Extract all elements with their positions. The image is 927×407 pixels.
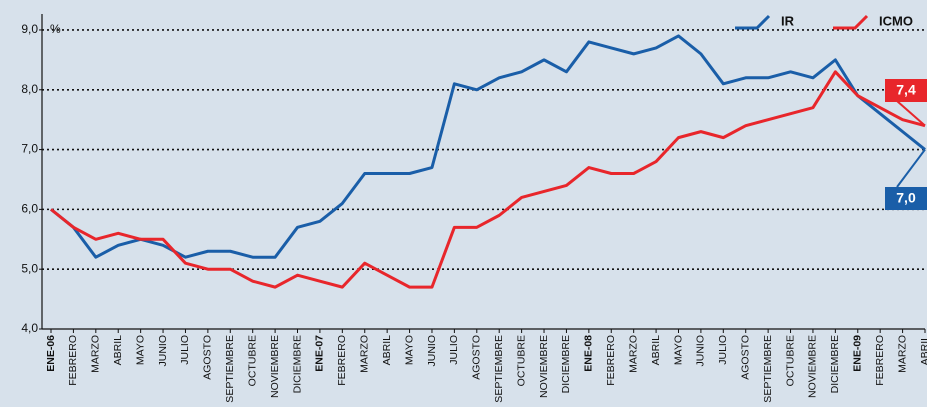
series-line xyxy=(50,34,926,259)
y-axis-unit: % xyxy=(50,22,61,36)
value-label: 7,0 xyxy=(896,190,916,206)
x-tick-label: DICIEMBRE xyxy=(829,335,841,393)
x-tick-label: FEBRERO xyxy=(874,335,886,386)
value-label-box xyxy=(885,79,927,102)
callout-pointer xyxy=(896,100,926,127)
y-tick-label: 7,0 xyxy=(21,142,38,156)
x-tick-label: MAYO xyxy=(403,335,415,365)
y-tick-label: 9,0 xyxy=(21,22,38,36)
x-tick-label: ENE-09 xyxy=(852,335,864,372)
x-tick-label: ENE-08 xyxy=(583,335,595,372)
x-tick-label: NOVIEMBRE xyxy=(269,335,281,398)
x-tick-label: ABRIL xyxy=(919,335,927,366)
y-tick-label: 6,0 xyxy=(21,202,38,216)
x-tick-label: ENE-06 xyxy=(45,335,57,372)
x-tick-label: AGOSTO xyxy=(471,335,483,380)
x-tick-label: FEBRERO xyxy=(67,335,79,386)
x-tick-label: DICIEMBRE xyxy=(291,335,303,393)
x-tick-label: JUNIO xyxy=(426,335,438,367)
x-tick-label: MARZO xyxy=(90,335,102,373)
x-tick-label: JULIO xyxy=(179,335,191,365)
legend-label: IR xyxy=(781,13,795,28)
x-tick-label: FEBRERO xyxy=(605,335,617,386)
value-label: 7,4 xyxy=(896,82,916,98)
x-tick-label: ABRIL xyxy=(650,335,662,366)
x-tick-label: FEBRERO xyxy=(336,335,348,386)
series-line xyxy=(50,70,926,289)
legend-swatch xyxy=(833,14,869,30)
x-tick-label: AGOSTO xyxy=(739,335,751,380)
x-tick-label: ABRIL xyxy=(381,335,393,366)
x-tick-label: JUNIO xyxy=(695,335,707,367)
y-tick-label: 4,0 xyxy=(21,321,38,335)
x-tick-label: MAYO xyxy=(672,335,684,365)
x-tick-label: DICIEMBRE xyxy=(560,335,572,393)
x-tick-label: ABRIL xyxy=(112,335,124,366)
x-tick-label: NOVIEMBRE xyxy=(807,335,819,398)
x-tick-label: OCTUBRE xyxy=(784,335,796,386)
value-label-box xyxy=(885,187,927,210)
x-tick-label: SEPTIEMBRE xyxy=(762,335,774,403)
x-tick-label: SEPTIEMBRE xyxy=(224,335,236,403)
legend-swatch xyxy=(735,14,771,30)
x-tick-label: MARZO xyxy=(359,335,371,373)
x-tick-label: AGOSTO xyxy=(202,335,214,380)
x-tick-label: MARZO xyxy=(896,335,908,373)
x-tick-label: JULIO xyxy=(717,335,729,365)
x-tick-label: OCTUBRE xyxy=(515,335,527,386)
y-tick-label: 8,0 xyxy=(21,82,38,96)
x-tick-label: JULIO xyxy=(448,335,460,365)
x-tick-label: SEPTIEMBRE xyxy=(493,335,505,403)
x-tick-label: JUNIO xyxy=(157,335,169,367)
x-tick-label: ENE-07 xyxy=(314,335,326,372)
x-tick-label: MAYO xyxy=(134,335,146,365)
legend-label: ICMO xyxy=(879,13,913,28)
x-tick-label: NOVIEMBRE xyxy=(538,335,550,398)
y-tick-label: 5,0 xyxy=(21,261,38,275)
x-tick-label: MARZO xyxy=(627,335,639,373)
x-tick-label: OCTUBRE xyxy=(246,335,258,386)
callout-pointer xyxy=(896,148,926,188)
